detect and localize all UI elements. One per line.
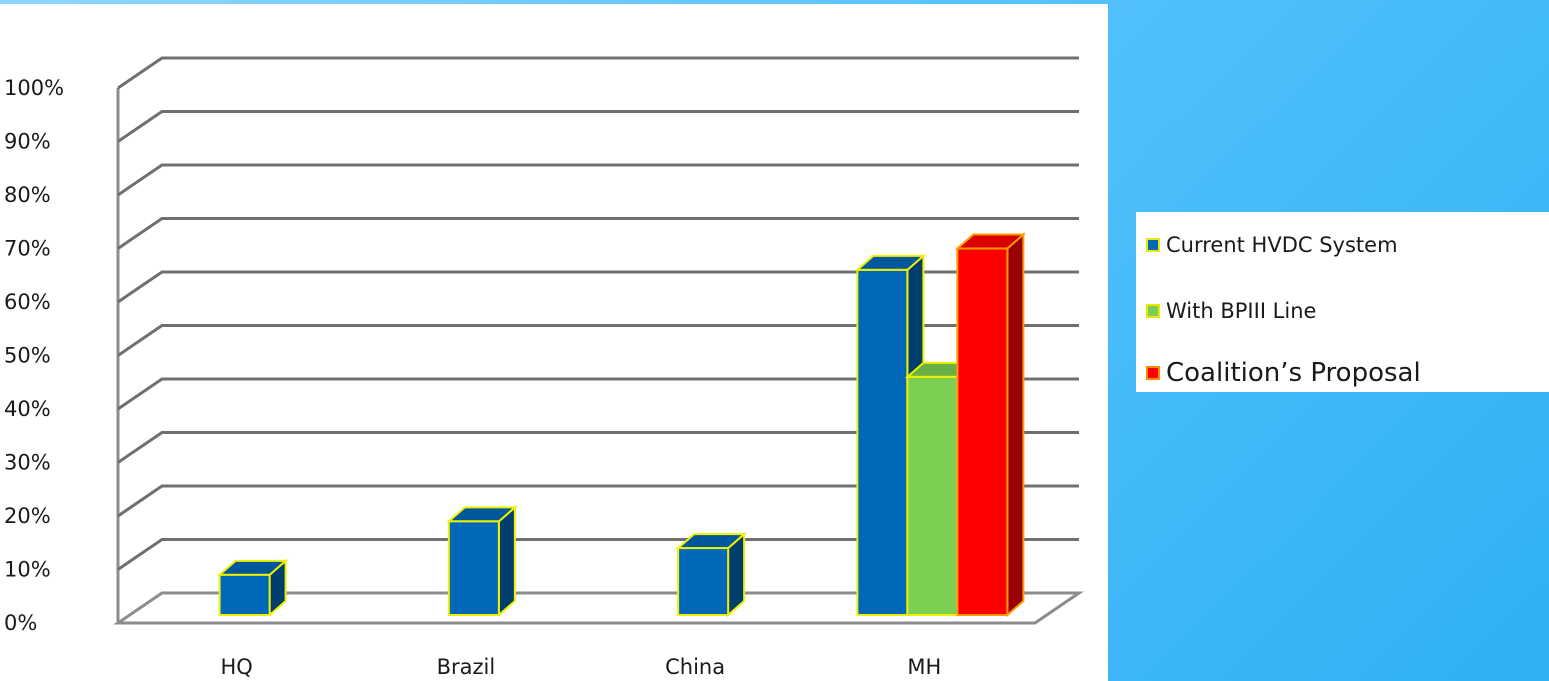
y-tick-label: 30%: [4, 451, 51, 475]
grid-layer: [113, 56, 1084, 625]
bar-front: [956, 247, 1009, 616]
y-tick-label: 90%: [4, 130, 51, 154]
floor: [113, 591, 1084, 625]
legend-swatch-coalition: [1146, 366, 1160, 380]
y-tick-label: 70%: [4, 237, 51, 261]
gridline: [117, 538, 1079, 571]
bar-front: [856, 268, 909, 616]
y-tick-label: 50%: [4, 344, 51, 368]
gridline: [117, 56, 1079, 90]
x-category-label: MH: [907, 655, 941, 679]
y-axis-ticks: 0% 10% 20% 30% 40% 50% 60% 70% 80% 90% 100%: [4, 76, 64, 635]
x-axis-categories: HQ Brazil China MH: [220, 655, 941, 679]
chart-panel: 0% 10% 20% 30% 40% 50% 60% 70% 80% 90% 100% HQ Braz…: [0, 4, 1108, 681]
gridline: [117, 324, 1079, 357]
bar-layer: [216, 232, 1027, 618]
x-category-label: China: [665, 655, 725, 679]
y-tick-label: 10%: [4, 558, 51, 582]
y-tick-label: 100%: [4, 76, 64, 100]
bar-front: [447, 520, 500, 616]
y-tick-label: 0%: [4, 611, 37, 635]
bar: [216, 558, 289, 618]
legend-swatch-bpiii: [1146, 304, 1160, 318]
gridline: [117, 270, 1079, 304]
legend-swatch-current-hvdc: [1146, 238, 1160, 252]
legend-item-coalition: Coalition’s Proposal: [1146, 356, 1421, 390]
y-tick-label: 40%: [4, 397, 51, 421]
bar-front: [677, 547, 730, 616]
y-tick-label: 20%: [4, 504, 51, 528]
gridline: [117, 431, 1079, 464]
x-category-label: HQ: [220, 655, 252, 679]
legend-item-current-hvdc: Current HVDC System: [1146, 228, 1398, 262]
gridline: [117, 377, 1079, 411]
legend-label-coalition: Coalition’s Proposal: [1166, 358, 1421, 388]
gridline: [117, 217, 1079, 250]
legend-label-current-hvdc: Current HVDC System: [1166, 233, 1398, 257]
bar: [675, 531, 747, 618]
bar-front: [906, 375, 959, 616]
legend-item-bpiii: With BPIII Line: [1146, 294, 1316, 328]
gridline: [117, 110, 1079, 143]
bar-front: [218, 573, 271, 616]
bar-chart: 0% 10% 20% 30% 40% 50% 60% 70% 80% 90% 100% HQ Braz…: [4, 56, 1084, 679]
bar: [954, 232, 1027, 618]
bar: [446, 505, 518, 618]
x-category-label: Brazil: [437, 655, 496, 679]
bar-side: [497, 505, 516, 618]
gridline: [117, 163, 1079, 197]
y-tick-label: 60%: [4, 290, 51, 314]
bar-side: [1006, 232, 1025, 618]
legend: Current HVDC System With BPIII Line Coal…: [1136, 212, 1549, 392]
y-tick-label: 80%: [4, 183, 51, 207]
legend-label-bpiii: With BPIII Line: [1166, 299, 1317, 323]
gridline: [117, 484, 1079, 518]
